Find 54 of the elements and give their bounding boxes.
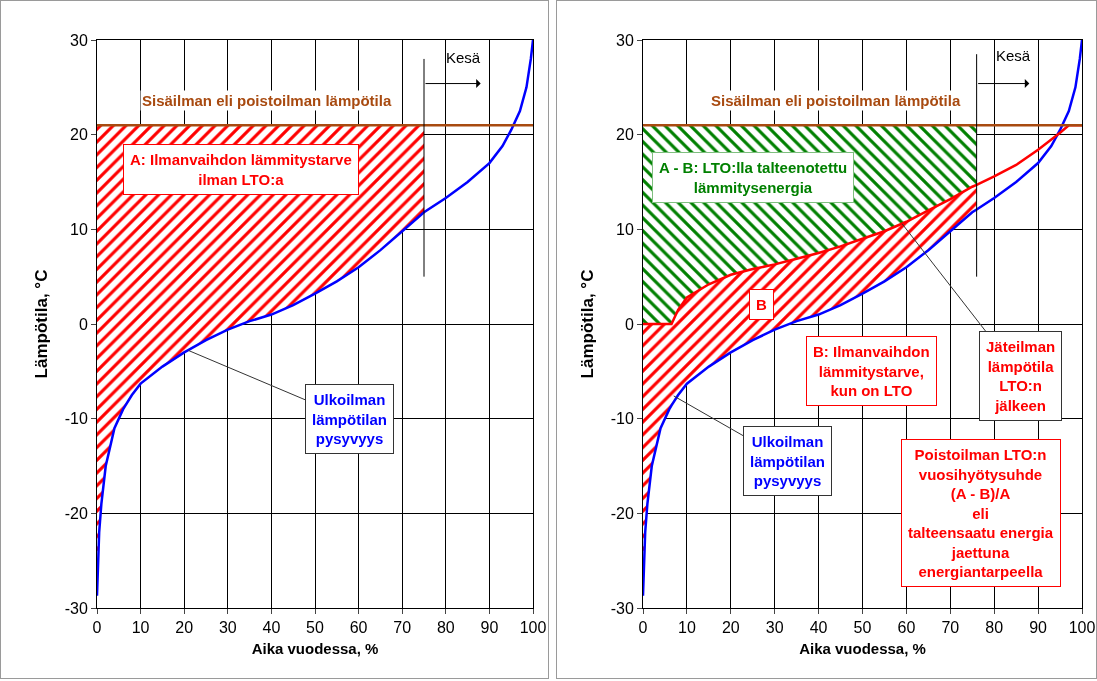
y-tick-label: -20 [64,504,88,522]
x-tick-label: 40 [262,619,281,637]
x-tick-label: 10 [131,619,150,637]
y-tick-label: 20 [70,126,88,144]
x-tick-label: 50 [306,619,324,637]
x-tick-label: 40 [809,619,828,637]
x-tick-label: 20 [175,619,194,637]
text: Ulkoilman lämpötilan pysyvyys [312,391,388,447]
line-series [643,40,1082,597]
line-series [97,40,533,597]
y-tick-label: -10 [610,410,634,428]
y-tick-label: 20 [616,126,634,144]
y-tick-label: -30 [610,599,634,617]
annotation: B: Ilmanvaihdon lämmitystarve, kun on LTO [813,343,930,399]
y-tick-label: 0 [78,315,88,333]
x-tick-label: 90 [480,619,499,637]
annotation: A - B: LTO:lla talteenotettu lämmitysenergia [659,159,848,196]
text: Ulkoilman lämpötilan pysyvyys [750,433,826,489]
y-axis-title: Lämpötila, °C [32,269,52,379]
ref-line-label: Kesä [446,49,481,66]
y-tick-label: 10 [616,220,634,238]
y-tick-label: -30 [64,599,88,617]
y-tick-label: 10 [70,220,88,238]
x-tick-label: 100 [1068,619,1096,637]
x-tick-label: 30 [218,619,237,637]
x-tick-label: 50 [853,619,872,637]
x-tick-label: 0 [638,619,648,637]
y-tick-label: 30 [616,31,634,49]
x-tick-label: 100 [519,619,547,637]
x-tick-label: 70 [941,619,960,637]
annotation: A: Ilmanvaihdon lämmitystarve ilman LTO:a [130,151,352,188]
x-tick-label: 20 [721,619,740,637]
y-axis-title: Lämpötila, °C [578,269,598,379]
x-tick-label: 70 [393,619,412,637]
x-tick-label: 0 [92,619,102,637]
y-tick-label: 0 [624,315,634,333]
y-tick-label: -20 [610,504,634,522]
y-tick-label: 30 [70,31,88,49]
x-tick-label: 90 [1029,619,1048,637]
annotation: B [756,296,767,313]
x-tick-label: 80 [436,619,455,637]
x-tick-label: 10 [678,619,696,637]
text: Jäteilman lämpötila LTO:n jälkeen [986,338,1056,414]
annotation: Poistoilman LTO:n vuosihyötysuhde (A - B)/A eli talteensaatu energia jaettuna energiantarpeella [908,446,1054,580]
x-tick-label: 80 [985,619,1004,637]
y-tick-label: -10 [64,410,88,428]
x-tick-label: 30 [765,619,784,637]
ref-line-label: Sisäilman eli poistoilman lämpötila [142,92,392,109]
x-axis-title: Aika vuodessa, % [251,640,379,658]
ref-line-label: Kesä [996,47,1031,64]
x-tick-label: 60 [897,619,916,637]
x-axis-title: Aika vuodessa, % [799,640,926,658]
ref-line-label: Sisäilman eli poistoilman lämpötila [711,92,961,109]
x-tick-label: 60 [349,619,368,637]
